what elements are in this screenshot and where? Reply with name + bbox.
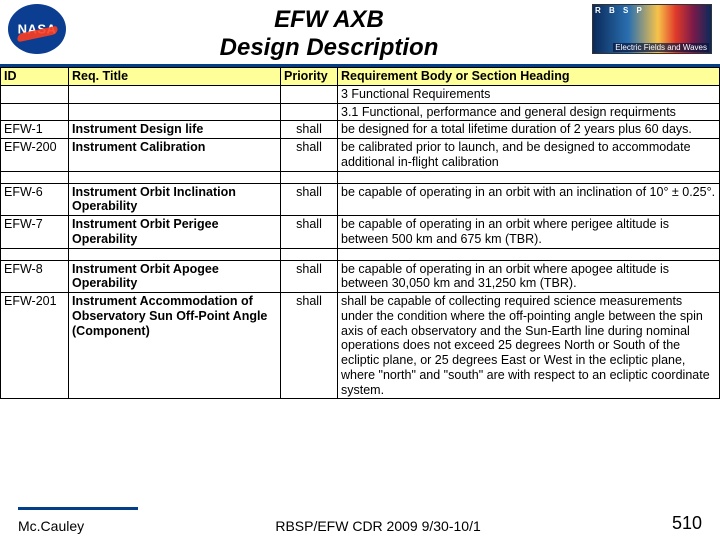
cell-body: shall be capable of collecting required … bbox=[338, 293, 720, 399]
slide-title: EFW AXB Design Description bbox=[66, 4, 592, 62]
cell-title: Instrument Accommodation of Observatory … bbox=[69, 293, 281, 399]
cell-priority: shall bbox=[281, 139, 338, 172]
nasa-logo bbox=[8, 4, 66, 54]
table-header-row: ID Req. Title Priority Requirement Body … bbox=[1, 68, 720, 86]
spacer-cell bbox=[281, 248, 338, 260]
cell-title: Instrument Orbit Inclination Operability bbox=[69, 183, 281, 216]
cell-priority: shall bbox=[281, 260, 338, 293]
rbsp-efw-logo: R B S P Electric Fields and Waves bbox=[592, 4, 712, 54]
col-priority: Priority bbox=[281, 68, 338, 86]
spacer-cell bbox=[281, 171, 338, 183]
cell-priority: shall bbox=[281, 293, 338, 399]
cell-body: be capable of operating in an orbit wher… bbox=[338, 216, 720, 249]
col-title: Req. Title bbox=[69, 68, 281, 86]
table-row bbox=[1, 171, 720, 183]
cell-id: EFW-200 bbox=[1, 139, 69, 172]
table-row: EFW-8Instrument Orbit Apogee Operability… bbox=[1, 260, 720, 293]
cell-id bbox=[1, 103, 69, 121]
cell-priority: shall bbox=[281, 183, 338, 216]
table-row: EFW-1Instrument Design lifeshallbe desig… bbox=[1, 121, 720, 139]
cell-priority bbox=[281, 103, 338, 121]
footer-author: Mc.Cauley bbox=[18, 518, 84, 534]
spacer-cell bbox=[338, 248, 720, 260]
cell-id: EFW-6 bbox=[1, 183, 69, 216]
page-number: 510 bbox=[672, 513, 702, 534]
cell-title: Instrument Design life bbox=[69, 121, 281, 139]
requirements-table-wrap: ID Req. Title Priority Requirement Body … bbox=[0, 67, 720, 399]
spacer-cell bbox=[69, 248, 281, 260]
table-body: 3 Functional Requirements3.1 Functional,… bbox=[1, 85, 720, 399]
cell-title: Instrument Calibration bbox=[69, 139, 281, 172]
cell-body: be capable of operating in an orbit with… bbox=[338, 183, 720, 216]
rbsp-logo-top: R B S P bbox=[595, 6, 645, 15]
cell-priority bbox=[281, 85, 338, 103]
col-id: ID bbox=[1, 68, 69, 86]
cell-id: EFW-8 bbox=[1, 260, 69, 293]
table-row: EFW-201Instrument Accommodation of Obser… bbox=[1, 293, 720, 399]
cell-title bbox=[69, 85, 281, 103]
cell-body: 3.1 Functional, performance and general … bbox=[338, 103, 720, 121]
cell-id: EFW-201 bbox=[1, 293, 69, 399]
table-row: EFW-7Instrument Orbit Perigee Operabilit… bbox=[1, 216, 720, 249]
rbsp-logo-bottom: Electric Fields and Waves bbox=[613, 43, 709, 52]
footer-rule bbox=[18, 507, 138, 510]
title-line-2: Design Description bbox=[66, 34, 592, 62]
cell-id bbox=[1, 85, 69, 103]
cell-title: Instrument Orbit Apogee Operability bbox=[69, 260, 281, 293]
cell-id: EFW-1 bbox=[1, 121, 69, 139]
cell-body: be calibrated prior to launch, and be de… bbox=[338, 139, 720, 172]
footer-center: RBSP/EFW CDR 2009 9/30-10/1 bbox=[275, 518, 480, 534]
table-row: 3.1 Functional, performance and general … bbox=[1, 103, 720, 121]
cell-priority: shall bbox=[281, 121, 338, 139]
cell-id: EFW-7 bbox=[1, 216, 69, 249]
cell-title bbox=[69, 103, 281, 121]
title-line-1: EFW AXB bbox=[66, 6, 592, 34]
table-row bbox=[1, 248, 720, 260]
spacer-cell bbox=[1, 171, 69, 183]
spacer-cell bbox=[69, 171, 281, 183]
cell-body: be designed for a total lifetime duratio… bbox=[338, 121, 720, 139]
table-row: EFW-6Instrument Orbit Inclination Operab… bbox=[1, 183, 720, 216]
requirements-table: ID Req. Title Priority Requirement Body … bbox=[0, 67, 720, 399]
spacer-cell bbox=[1, 248, 69, 260]
cell-title: Instrument Orbit Perigee Operability bbox=[69, 216, 281, 249]
table-row: EFW-200Instrument Calibrationshallbe cal… bbox=[1, 139, 720, 172]
cell-priority: shall bbox=[281, 216, 338, 249]
spacer-cell bbox=[338, 171, 720, 183]
cell-body: 3 Functional Requirements bbox=[338, 85, 720, 103]
cell-body: be capable of operating in an orbit wher… bbox=[338, 260, 720, 293]
slide-footer: Mc.Cauley RBSP/EFW CDR 2009 9/30-10/1 51… bbox=[0, 513, 720, 534]
col-body: Requirement Body or Section Heading bbox=[338, 68, 720, 86]
slide-header: EFW AXB Design Description R B S P Elect… bbox=[0, 0, 720, 67]
table-row: 3 Functional Requirements bbox=[1, 85, 720, 103]
